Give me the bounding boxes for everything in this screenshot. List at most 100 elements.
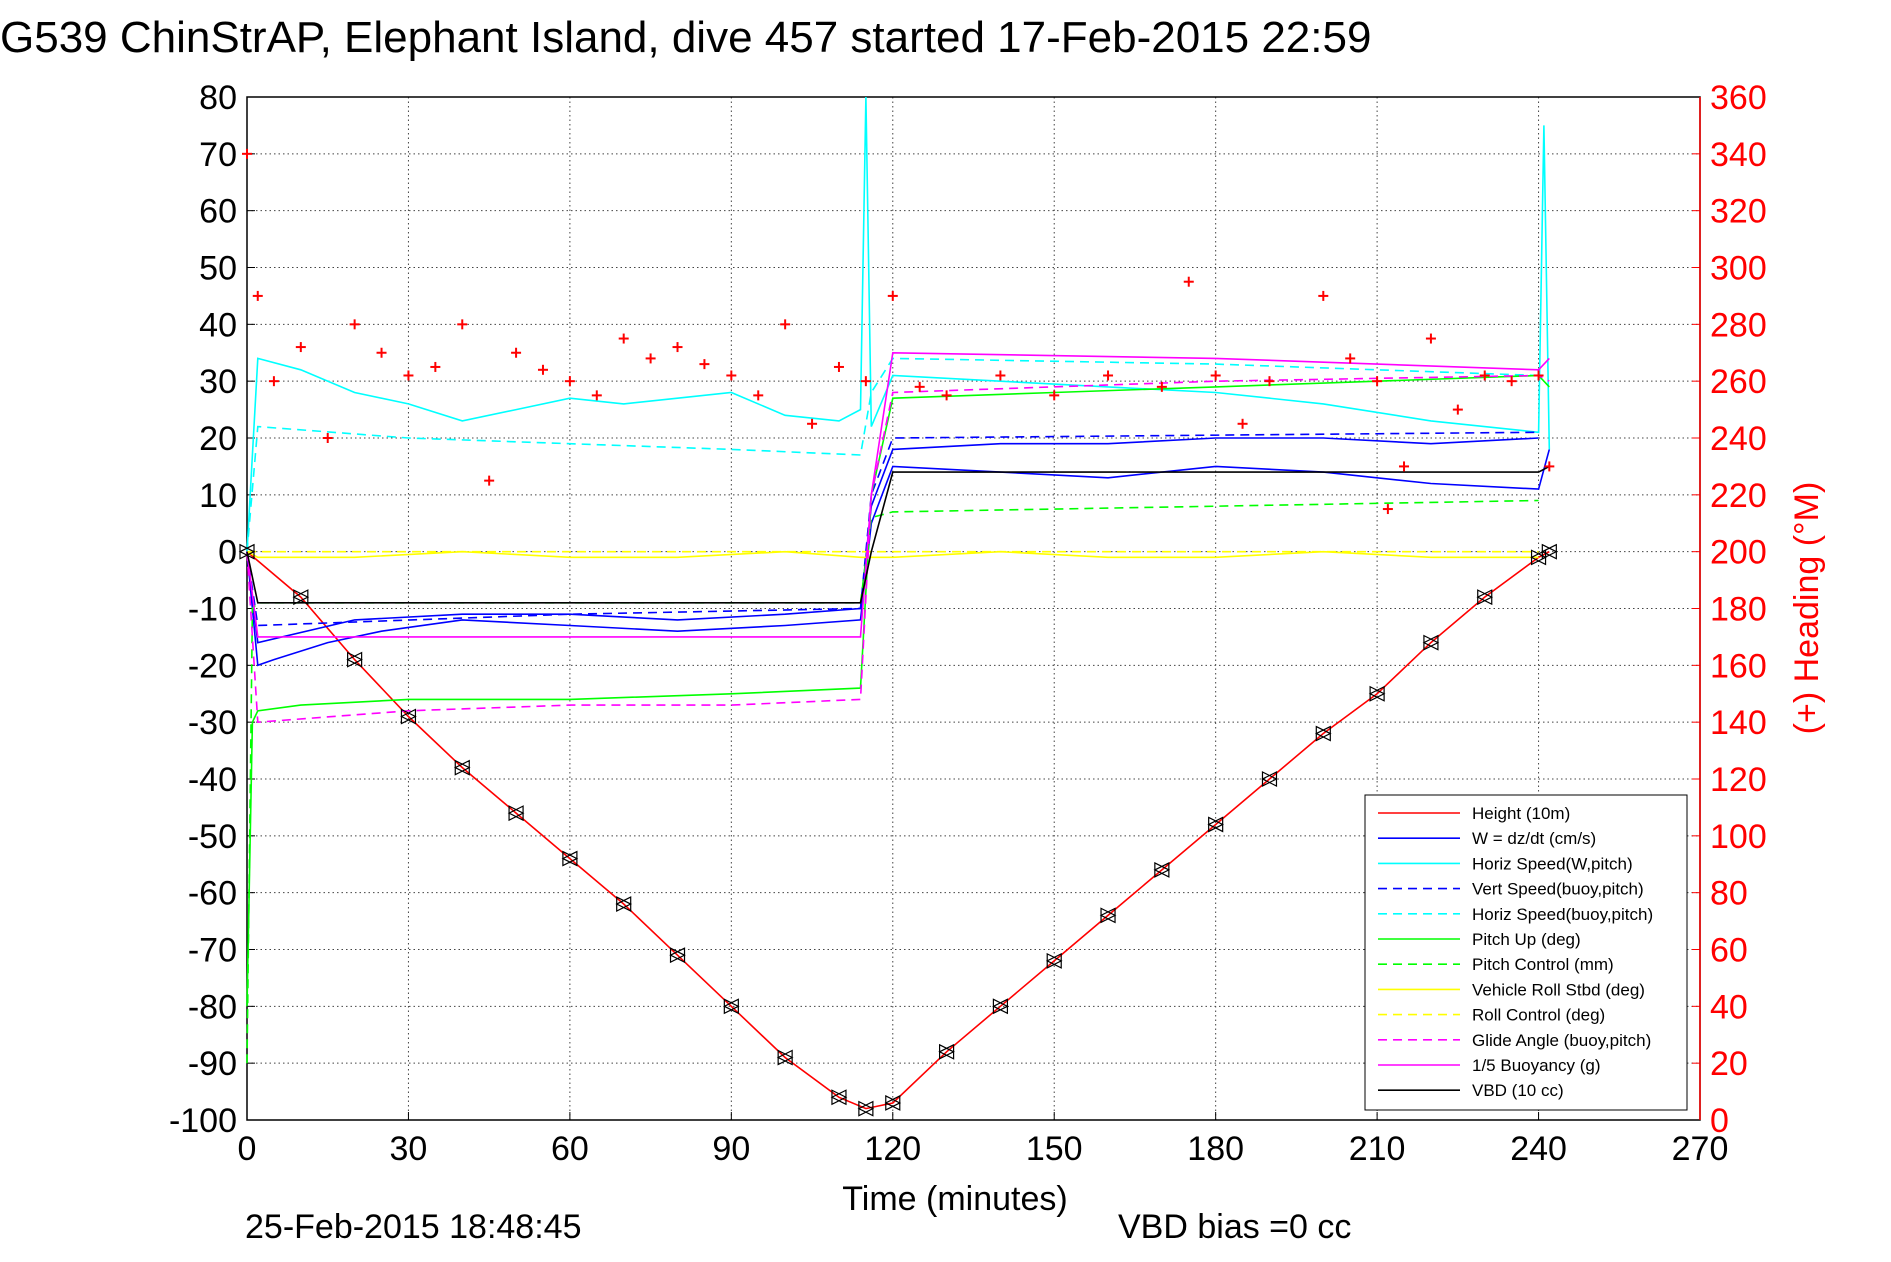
height-marker: [1045, 952, 1063, 969]
x-axis-label: Time (minutes): [842, 1180, 1067, 1218]
height-marker: [857, 1100, 875, 1117]
heading-marker: [1506, 376, 1517, 387]
x-tick-label: 270: [1672, 1130, 1729, 1168]
heading-marker: [1156, 381, 1167, 392]
y2-tick-label: 200: [1710, 534, 1767, 572]
x-tick-label: 0: [238, 1130, 257, 1168]
heading-marker: [268, 376, 279, 387]
y-tick-label: 30: [199, 363, 237, 401]
height-marker: [292, 589, 310, 606]
height-marker: [1207, 816, 1225, 833]
height-marker: [507, 805, 525, 822]
legend-label: Pitch Up (deg): [1472, 930, 1581, 949]
heading-marker: [941, 390, 952, 401]
y2-axis-label: (+) Heading (°M): [1788, 482, 1826, 735]
x-tick-label: 60: [551, 1130, 589, 1168]
height-marker: [830, 1089, 848, 1106]
series-horiz-speed-buoy-pitch: [246, 357, 1539, 552]
legend-label: Vehicle Roll Stbd (deg): [1472, 980, 1645, 999]
height-marker: [1476, 589, 1494, 606]
height-marker: [400, 708, 417, 725]
height-marker: [238, 543, 256, 560]
heading-marker: [726, 370, 737, 381]
heading-marker: [807, 418, 818, 429]
series-w-dz-dt-cm-s-2: [246, 437, 1539, 644]
heading-marker: [860, 376, 871, 387]
y2-tick-label: 60: [1710, 932, 1748, 970]
heading-marker: [1183, 276, 1194, 287]
heading-marker: [1318, 290, 1329, 301]
y-tick-label: 10: [199, 477, 237, 515]
height-marker: [1540, 543, 1558, 560]
heading-marker: [1237, 418, 1248, 429]
legend-label: Vert Speed(buoy,pitch): [1472, 880, 1644, 899]
series-layer: [242, 96, 1555, 1110]
legend-label: VBD (10 cc): [1472, 1081, 1564, 1100]
series-height-10m: [246, 550, 1550, 1110]
legend-label: W = dz/dt (cm/s): [1472, 829, 1596, 848]
x-tick-label: 30: [390, 1130, 428, 1168]
y2-tick-label: 340: [1710, 136, 1767, 174]
y-tick-label: 70: [199, 136, 237, 174]
heading-marker: [295, 342, 306, 353]
height-marker: [1153, 861, 1171, 878]
heading-marker: [672, 342, 683, 353]
y-tick-label: 20: [199, 420, 237, 458]
legend-label: Roll Control (deg): [1472, 1006, 1605, 1025]
heading-marker: [1533, 370, 1544, 381]
heading-marker: [564, 376, 575, 387]
heading-marker: [242, 148, 252, 159]
height-marker: [1368, 685, 1386, 702]
y-tick-label: -60: [188, 875, 237, 913]
series-vehicle-roll-stbd-deg: [246, 550, 1539, 559]
heading-marker: [252, 290, 263, 301]
heading-marker: [484, 475, 495, 486]
y-tick-label: 80: [199, 79, 237, 117]
height-marker: [776, 1049, 794, 1066]
legend-label: Glide Angle (buoy,pitch): [1472, 1031, 1651, 1050]
footer-date: 25-Feb-2015 18:48:45: [245, 1208, 581, 1246]
heading-marker: [1544, 461, 1555, 472]
y2-tick-label: 160: [1710, 647, 1767, 685]
y-tick-label: -90: [188, 1045, 237, 1083]
y-tick-label: 60: [199, 193, 237, 231]
legend-box: [1364, 794, 1688, 1111]
heading-marker: [645, 353, 656, 364]
heading-marker: [322, 433, 333, 443]
heading-marker: [591, 390, 602, 401]
y-tick-label: -80: [188, 988, 237, 1026]
x-tick-label: 90: [712, 1130, 750, 1168]
y-tick-label: -20: [188, 647, 237, 685]
y2-tick-label: 180: [1710, 591, 1767, 629]
height-marker: [992, 998, 1009, 1015]
heading-marker: [995, 370, 1006, 381]
legend-label: 1/5 Buoyancy (g): [1472, 1056, 1601, 1075]
height-marker: [561, 850, 579, 867]
legend-label: Pitch Control (mm): [1472, 955, 1614, 974]
height-markers: [238, 543, 1558, 1117]
heading-marker: [618, 333, 629, 344]
y-tick-label: -70: [188, 932, 237, 970]
heading-marker: [457, 319, 468, 330]
height-marker: [884, 1094, 902, 1111]
x-tick-label: 120: [864, 1130, 921, 1168]
y2-tick-label: 120: [1710, 761, 1767, 799]
heading-marker: [1103, 370, 1114, 381]
heading-marker: [780, 319, 791, 330]
y2-tick-label: 280: [1710, 306, 1767, 344]
series-horiz-speed-w-pitch: [246, 96, 1551, 552]
heading-marker: [403, 370, 414, 381]
y2-tick-label: 20: [1710, 1045, 1748, 1083]
y2-tick-label: 360: [1710, 79, 1767, 117]
legend-label: Height (10m): [1472, 804, 1570, 823]
y2-tick-label: 240: [1710, 420, 1767, 458]
heading-marker: [1345, 353, 1356, 364]
y2-tick-label: 300: [1710, 250, 1767, 288]
series-pitch-up-deg: [246, 374, 1550, 1007]
y2-tick-label: 80: [1710, 875, 1748, 913]
heading-marker: [887, 290, 898, 301]
x-tick-label: 180: [1187, 1130, 1244, 1168]
y-tick-label: -30: [188, 704, 237, 742]
height-marker: [1422, 634, 1440, 651]
heading-marker: [1479, 370, 1490, 381]
